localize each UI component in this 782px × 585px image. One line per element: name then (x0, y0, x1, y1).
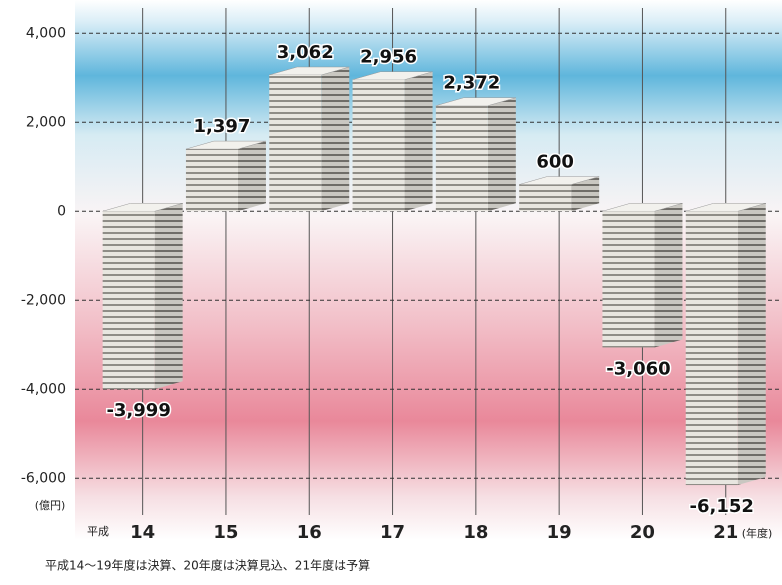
bar (269, 74, 322, 212)
bar (102, 211, 155, 390)
bar-top (185, 140, 267, 150)
bar-side (154, 203, 183, 390)
value-label: 1,397 (193, 116, 250, 137)
y-tick-label: -4,000 (21, 381, 66, 397)
note: 平成14〜19年度は決算、20年度は決算見込、21年度は予算 (45, 558, 370, 573)
bar (602, 211, 655, 348)
bar-side (654, 203, 683, 348)
value-label: 600 (536, 152, 574, 173)
bar (185, 149, 238, 212)
x-tick-label: 18 (463, 522, 488, 543)
x-tick-label: 19 (547, 522, 572, 543)
value-label: -6,152 (690, 496, 754, 517)
x-prefix: 平成 (87, 525, 109, 538)
bar-top (685, 203, 766, 212)
x-tick-label: 20 (630, 522, 655, 543)
x-tick-label: 21 (713, 522, 738, 543)
bar-top (102, 203, 183, 212)
y-tick-label: -2,000 (21, 292, 66, 308)
value-label: 2,956 (360, 47, 417, 68)
bar-side (237, 141, 266, 212)
x-tick-label: 17 (380, 522, 405, 543)
y-unit: (億円) (35, 499, 66, 512)
x-tick-label: 16 (297, 522, 322, 543)
value-label: 2,372 (443, 73, 500, 94)
bar (685, 211, 738, 486)
x-tick-label: 15 (213, 522, 238, 543)
x-suffix: (年度) (742, 526, 773, 540)
bar-side (487, 97, 516, 212)
bar (435, 105, 488, 212)
bar-side (737, 203, 766, 486)
value-label: 3,062 (277, 42, 334, 63)
value-label: -3,999 (106, 400, 170, 421)
x-tick-label: 14 (130, 522, 155, 543)
y-tick-label: 2,000 (26, 114, 66, 130)
bar-side (571, 176, 600, 212)
plot: 4,000 2,000 0 -2,000 -4,000 -6,000 14 -3,999 15 1… (21, 8, 782, 543)
value-label: -3,060 (606, 358, 670, 379)
bar-side (321, 66, 350, 212)
bar-side (404, 71, 433, 212)
bar-top (602, 203, 683, 212)
y-tick-label: -6,000 (21, 470, 66, 486)
y-tick-label: 4,000 (26, 25, 66, 41)
bar (352, 79, 405, 212)
y-tick-label: 0 (57, 203, 66, 219)
bar (519, 184, 572, 212)
